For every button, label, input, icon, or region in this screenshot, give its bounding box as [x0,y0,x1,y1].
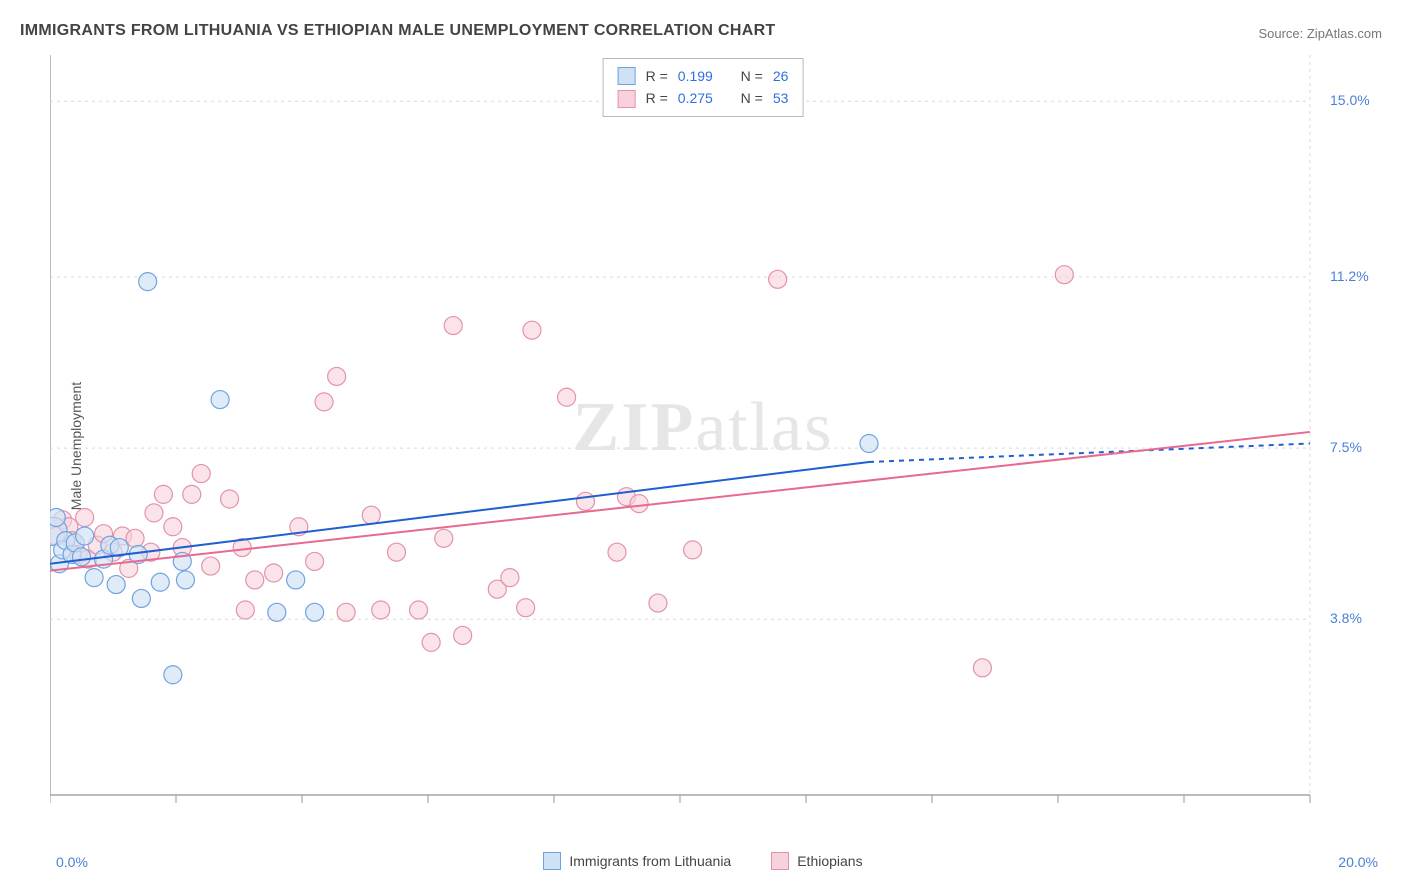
y-tick-label: 3.8% [1330,610,1362,626]
source-value: ZipAtlas.com [1307,26,1382,41]
legend-label-lithuania: Immigrants from Lithuania [569,853,731,869]
source-label: Source: ZipAtlas.com [1258,26,1382,41]
r-value-lithuania: 0.199 [678,65,713,87]
swatch-lithuania [618,67,636,85]
n-value-ethiopians: 53 [773,87,789,109]
stats-row-lithuania: R = 0.199 N = 26 [618,65,789,87]
legend-swatch-lithuania [543,852,561,870]
plot-container [50,55,1350,835]
stats-row-ethiopians: R = 0.275 N = 53 [618,87,789,109]
n-label: N = [741,87,763,109]
correlation-stats-box: R = 0.199 N = 26 R = 0.275 N = 53 [603,58,804,117]
y-tick-label: 11.2% [1330,268,1369,284]
legend-swatch-ethiopians [771,852,789,870]
series-legend: Immigrants from Lithuania Ethiopians [0,852,1406,870]
legend-item-ethiopians: Ethiopians [771,852,862,870]
legend-label-ethiopians: Ethiopians [797,853,862,869]
scatter-plot [50,55,1350,835]
r-label: R = [646,87,668,109]
page-title: IMMIGRANTS FROM LITHUANIA VS ETHIOPIAN M… [20,22,776,40]
source-prefix: Source: [1258,26,1306,41]
y-tick-label: 7.5% [1330,439,1362,455]
y-tick-label: 15.0% [1330,92,1370,108]
n-value-lithuania: 26 [773,65,789,87]
n-label: N = [741,65,763,87]
r-label: R = [646,65,668,87]
r-value-ethiopians: 0.275 [678,87,713,109]
legend-item-lithuania: Immigrants from Lithuania [543,852,731,870]
swatch-ethiopians [618,90,636,108]
